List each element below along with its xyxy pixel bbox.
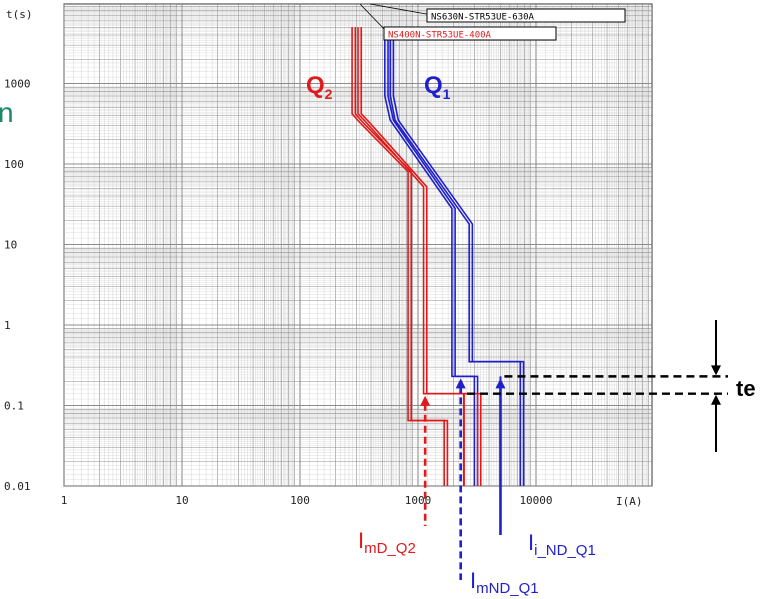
callout-q1-box: [426, 8, 626, 23]
callout-q2: NS400N-STR53UE-400A: [359, 3, 557, 41]
x-tick-label: 10000: [519, 494, 552, 507]
y-tick-label: 1000: [4, 78, 31, 91]
x-tick-label: 1: [61, 494, 68, 507]
y-axis-label: t(s): [6, 8, 33, 21]
callout-q1-leader: [369, 3, 433, 16]
annotations: [420, 378, 506, 580]
callout-q2-text: NS400N-STR53UE-400A: [388, 31, 492, 41]
series-label-q1: Q1: [424, 72, 451, 102]
annotation-imd-q2-main: I: [358, 528, 364, 553]
te-label: te: [736, 376, 756, 401]
callout-q1-text: NS630N-STR53UE-630A: [431, 13, 535, 23]
annotation-imnd-q1-main: I: [470, 568, 476, 593]
annotation-imnd-q1-sub: mND_Q1: [476, 580, 539, 597]
y-tick-label: 0.1: [4, 400, 24, 413]
tick-labels: 1 10 100 1000 10000 1000 100 10 1 0.1 0.01: [4, 78, 553, 508]
series-label-q2-main: Q: [306, 72, 325, 99]
series-q1-right-boundary-line: [392, 27, 525, 486]
y-tick-label: 100: [4, 158, 24, 171]
callout-q2-box: [383, 26, 557, 41]
annotation-imnd-q1: ImND_Q1: [470, 568, 539, 597]
x-tick-label: 10: [175, 494, 188, 507]
y-tick-label: 1: [4, 319, 11, 332]
edge-mark: n: [0, 97, 14, 128]
te-arrow-lower-head: [711, 394, 721, 405]
series-label-q1-main: Q: [424, 72, 443, 99]
y-tick-label: 10: [4, 239, 17, 252]
annotation-arrow-head: [420, 395, 431, 406]
series-q1-left-boundary-line: [387, 27, 479, 486]
callout-q1: NS630N-STR53UE-630A: [369, 3, 626, 23]
curves: [351, 27, 525, 486]
series-label-q1-sub: 1: [443, 86, 451, 102]
x-axis-label: I(A): [616, 495, 643, 508]
series-label-q2-sub: 2: [325, 86, 333, 102]
annotation-ind-q1-main: I: [528, 530, 534, 555]
annotation-ind-q1-sub: i_ND_Q1: [534, 542, 596, 559]
series-q2-left-boundary-line: [354, 27, 449, 486]
x-tick-label: 1000: [405, 494, 432, 507]
series-label-q2: Q2: [306, 72, 333, 102]
y-tick-label: 0.01: [4, 480, 31, 493]
te-marker: [466, 320, 728, 452]
x-tick-label: 100: [290, 494, 310, 507]
callout-q2-leader: [359, 3, 389, 34]
annotation-arrow-head: [495, 378, 506, 389]
annotation-ind-q1: Ii_ND_Q1: [528, 530, 596, 559]
annotation-imd-q2: ImD_Q2: [358, 528, 416, 557]
annotation-imd-q2-sub: mD_Q2: [364, 540, 416, 557]
annotation-arrow-head: [455, 378, 466, 389]
te-arrow-upper-head: [711, 365, 721, 376]
